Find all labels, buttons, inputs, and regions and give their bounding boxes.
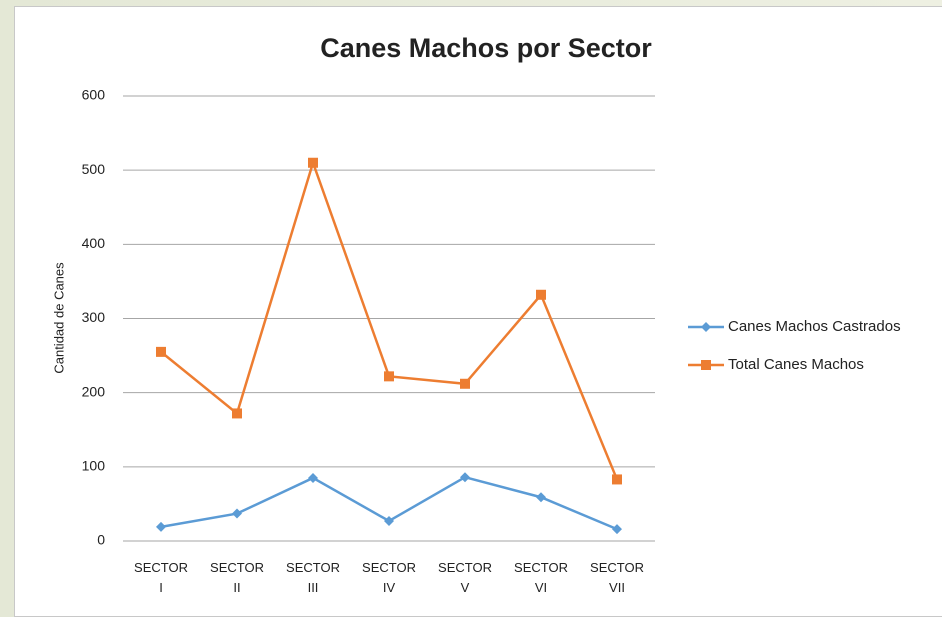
y-tick-label: 0	[97, 532, 105, 548]
x-tick-label: SECTOR V	[438, 560, 492, 595]
data-point	[536, 492, 546, 503]
legend-label: Canes Machos Castrados	[728, 318, 901, 335]
y-tick-label: 300	[82, 309, 106, 325]
y-tick-label: 200	[82, 383, 106, 399]
y-tick-label: 500	[82, 161, 106, 177]
data-point	[460, 472, 470, 483]
x-tick-label: SECTOR I	[134, 560, 188, 595]
data-point	[308, 157, 318, 168]
data-point	[612, 524, 622, 535]
data-point	[156, 346, 166, 357]
y-axis-label: Cantidad de Canes	[51, 262, 66, 374]
legend-label: Total Canes Machos	[728, 356, 864, 373]
data-point	[460, 378, 470, 389]
y-tick-label: 400	[82, 235, 106, 251]
chart-title: Canes Machos por Sector	[320, 33, 652, 63]
x-tick-label: SECTOR VI	[514, 560, 568, 595]
data-point	[232, 508, 242, 519]
legend-marker	[701, 360, 711, 370]
y-tick-label: 100	[82, 458, 106, 474]
x-tick-label: SECTOR II	[210, 560, 264, 595]
data-point	[308, 472, 318, 483]
x-tick-label: SECTOR VII	[590, 560, 644, 595]
data-point	[232, 408, 242, 419]
x-tick-label: SECTOR III	[286, 560, 340, 595]
data-point	[384, 371, 394, 382]
data-point	[612, 474, 622, 485]
y-tick-label: 600	[82, 87, 106, 103]
legend-marker	[701, 322, 711, 332]
series-line	[160, 158, 619, 480]
chart-card	[14, 6, 942, 617]
x-tick-label: SECTOR IV	[362, 560, 416, 595]
data-point	[156, 521, 166, 532]
data-point	[384, 515, 394, 526]
data-point	[536, 289, 546, 300]
